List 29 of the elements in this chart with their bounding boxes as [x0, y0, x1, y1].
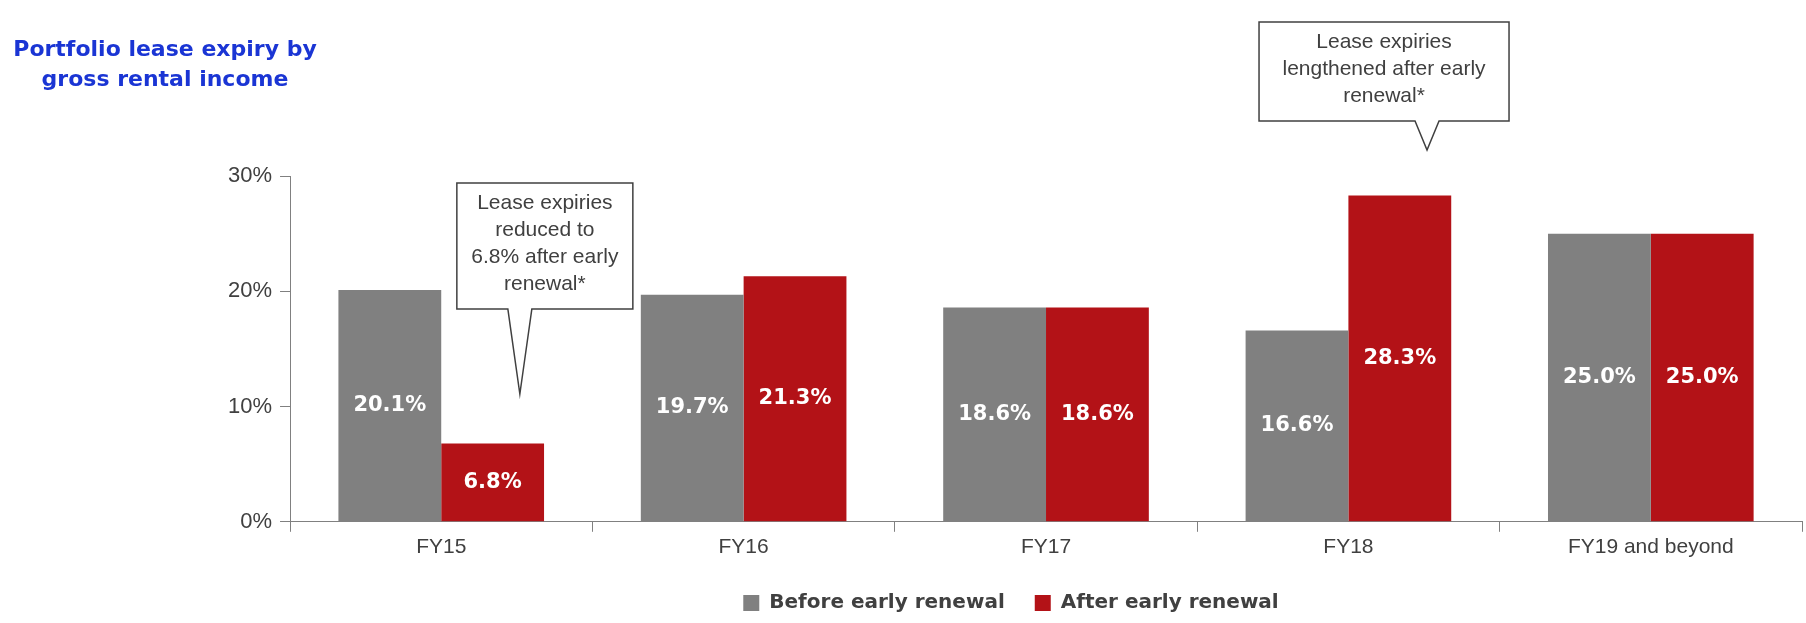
bar — [743, 276, 847, 522]
data-label: 28.3% — [1363, 344, 1437, 369]
text: Lease expiries lengthened after early renewal* — [1282, 29, 1487, 107]
x-tick-label: FY18 — [1323, 534, 1374, 558]
data-label: 16.6% — [1260, 412, 1334, 437]
bar — [441, 443, 545, 522]
x-tick-label: FY15 — [416, 534, 467, 558]
bar — [1046, 307, 1149, 522]
annotation: Lease expiries reduced to 6.8% after early renewal* — [471, 190, 619, 295]
data-label: 25.0% — [1665, 363, 1739, 388]
y-tick-label: 20% — [227, 277, 273, 303]
x-tick-label: FY16 — [718, 534, 769, 558]
x-tick-label: FY17 — [1020, 534, 1072, 558]
x-tick-label: FY19 and beyond — [1567, 534, 1734, 558]
chart-title: Portfolio lease expiry by gross rental income — [12, 35, 318, 93]
data-label: 25.0% — [1562, 363, 1636, 388]
data-label: 19.7% — [655, 394, 729, 419]
data-label: 21.3% — [758, 385, 832, 410]
y-tick-label: 0% — [240, 507, 273, 533]
data-label: 18.6% — [1060, 400, 1134, 425]
bar — [1650, 233, 1754, 522]
legend-label: Before early renewal — [769, 589, 1005, 614]
data-label: 18.6% — [958, 400, 1032, 425]
y-tick-label: 30% — [227, 162, 273, 188]
data-label: 20.1% — [353, 392, 427, 417]
bar — [1348, 195, 1452, 522]
data-label: 6.8% — [463, 468, 522, 493]
legend-label: After early renewal — [1060, 589, 1279, 614]
y-tick-label: 10% — [227, 392, 273, 418]
